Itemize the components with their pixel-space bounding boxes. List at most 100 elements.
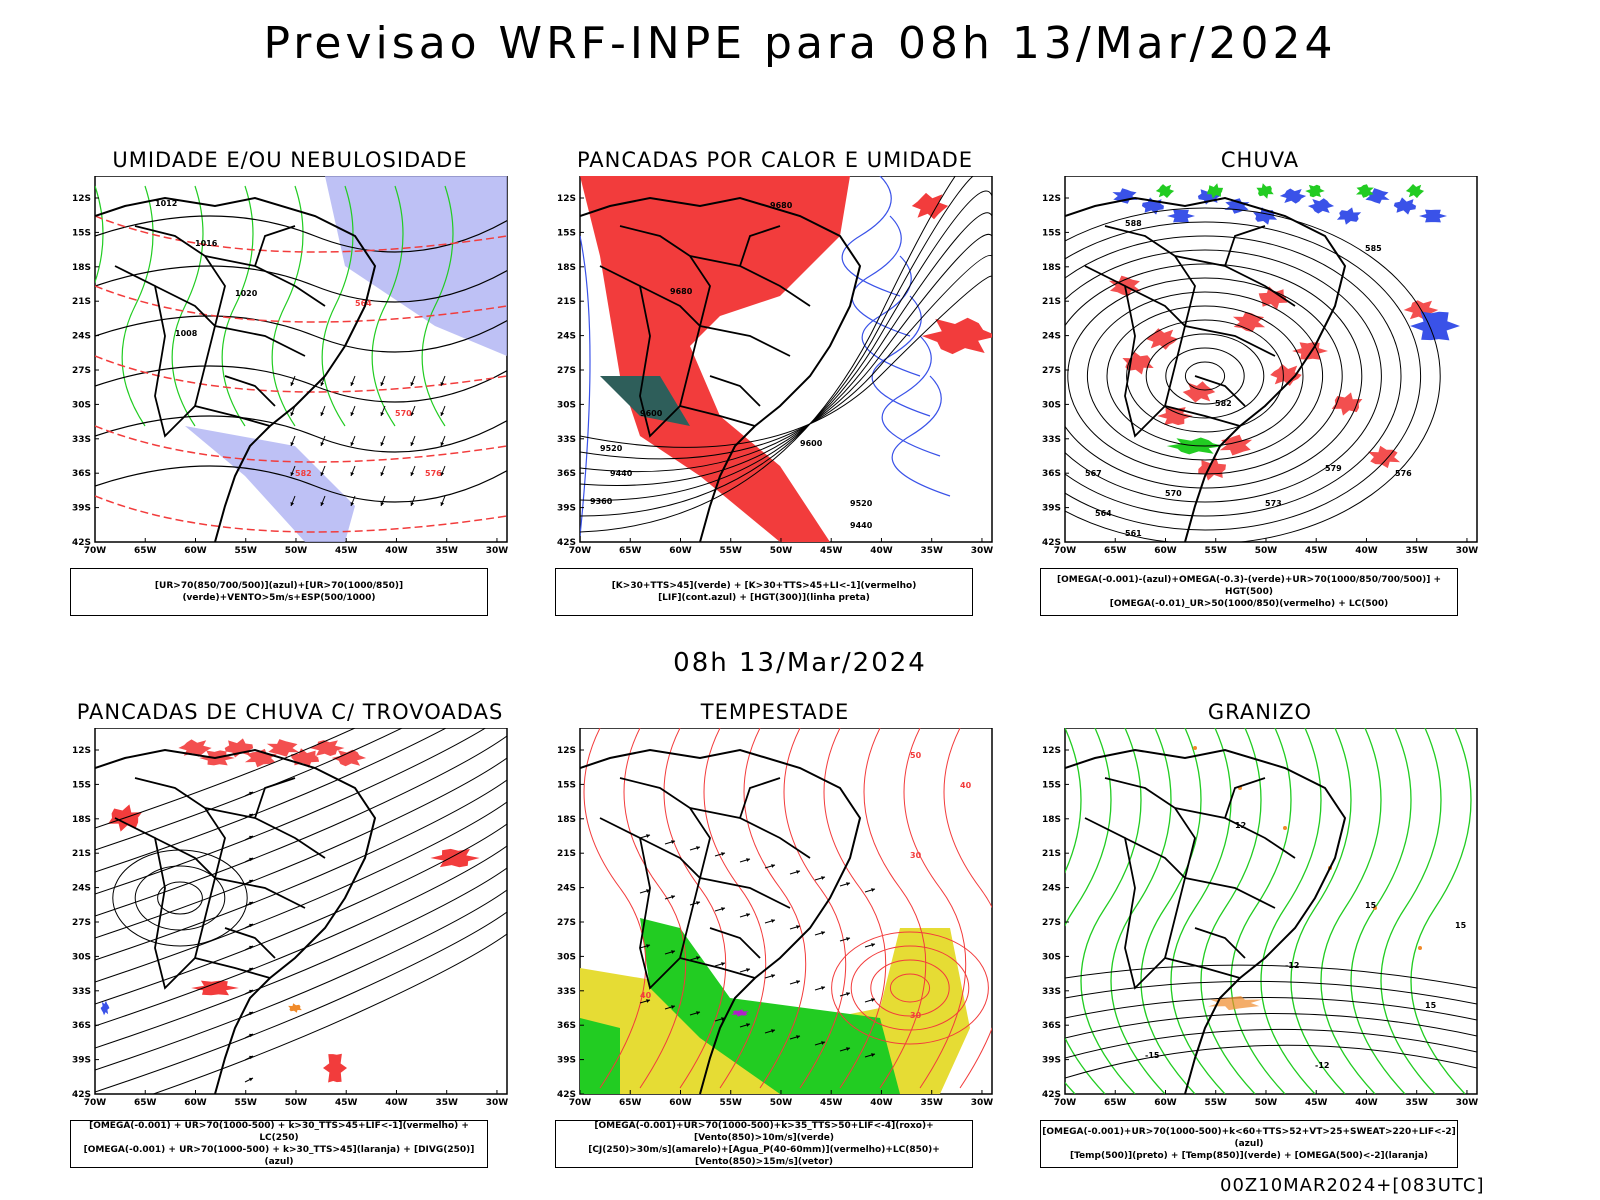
wind-vector — [410, 502, 415, 506]
lat-tick-label: 12S — [557, 746, 576, 756]
lon-tick-label: 55W — [1205, 1098, 1228, 1108]
omega-green-area — [1256, 183, 1274, 199]
thunderstorm-area — [430, 848, 480, 868]
wind-vector — [410, 442, 415, 446]
thickness-line — [95, 355, 507, 393]
legend-umidade: [UR>70(850/700/500)](azul)+[UR>70(1000/8… — [70, 568, 488, 616]
lat-tick-label: 36S — [72, 1021, 91, 1031]
legend-line: [OMEGA(-0.01)_UR>50(1000/850)(vermelho) … — [1109, 599, 1389, 609]
lon-tick-label: 50W — [770, 546, 793, 556]
instability-area — [911, 192, 949, 220]
isoline-label: 40 — [640, 991, 652, 1000]
panel-pancadas-calor: PANCADAS POR CALOR E UMIDADE 9680 9680 960… — [540, 148, 1010, 618]
lon-tick-label: 55W — [720, 546, 743, 556]
wind-vector — [721, 852, 725, 856]
lc850-contour — [783, 728, 847, 1089]
isoline-label: 30 — [910, 1011, 922, 1020]
political-border — [699, 877, 791, 909]
political-border — [1224, 777, 1266, 819]
lat-tick-label: 42S — [1042, 1090, 1061, 1100]
wind-vector — [746, 1023, 750, 1027]
map-content: 40 30 50 40 30 — [580, 728, 992, 1094]
lon-tick-label: 70W — [1054, 1098, 1077, 1108]
temp500-contour — [1065, 1013, 1477, 1039]
divergence-area — [100, 1000, 110, 1016]
panel-trovoadas: PANCADAS DE CHUVA C/ TROVOADAS 12S 15S 18S… — [55, 700, 525, 1170]
rain-red-area — [1182, 381, 1216, 403]
lon-tick-label: 30W — [971, 546, 994, 556]
political-border — [1184, 325, 1276, 357]
lat-tick-label: 36S — [1042, 1021, 1061, 1031]
omega500-dot — [1418, 946, 1422, 950]
political-border — [739, 225, 781, 267]
wind-vector — [721, 962, 725, 966]
isoline-label: 1020 — [235, 289, 258, 298]
lat-tick-label: 42S — [557, 1090, 576, 1100]
legend-trovoadas: [OMEGA(-0.001) + UR>70(1000-500) + k>30_… — [70, 1120, 488, 1168]
lat-tick-label: 36S — [557, 1021, 576, 1031]
omega-green-area — [1405, 184, 1425, 199]
rain-red-area — [1219, 434, 1253, 456]
lat-tick-label: 21S — [557, 297, 576, 307]
lat-tick-label: 36S — [72, 469, 91, 479]
legend-granizo: [OMEGA(-0.001)+UR>70(1000-500)+k<60+TTS>… — [1040, 1120, 1458, 1168]
lat-tick-label: 12S — [72, 746, 91, 756]
panel-tempestade: TEMPESTADE 40 30 50 40 30 12S 15S 18S 21S 24S 27S 3… — [540, 700, 1010, 1170]
lon-tick-label: 45W — [335, 1098, 358, 1108]
lc250-streamline — [95, 728, 448, 873]
political-border — [709, 927, 761, 959]
lc250-streamline — [95, 757, 507, 939]
temp500-contour — [1065, 1044, 1477, 1079]
omega-blue-area — [1419, 209, 1447, 223]
temp850-contour — [1110, 728, 1172, 1094]
lat-tick-label: 33S — [1042, 987, 1061, 997]
hgt500-contour — [1145, 333, 1265, 419]
green-isoline — [371, 185, 404, 427]
hgt-label: 9360 — [590, 497, 613, 506]
lc250-streamline — [95, 735, 507, 917]
lat-tick-label: 39S — [557, 504, 576, 514]
lon-tick-label: 35W — [920, 1098, 943, 1108]
lc850-contour — [863, 728, 927, 1089]
lc250-streamline — [95, 867, 507, 1049]
lc250-streamline — [95, 779, 507, 961]
political-border — [739, 777, 781, 819]
lat-tick-label: 18S — [557, 815, 576, 825]
wind-vector — [871, 943, 875, 947]
wind-vector — [380, 412, 385, 416]
lon-tick-label: 65W — [1104, 546, 1127, 556]
political-border — [1124, 837, 1186, 879]
lon-tick-label: 65W — [134, 1098, 157, 1108]
green-isoline — [271, 185, 304, 427]
precipitable-water-contour — [850, 945, 970, 1031]
temp850-contour — [1410, 728, 1472, 1094]
political-border — [254, 225, 296, 267]
page-title: Previsao WRF-INPE para 08h 13/Mar/2024 — [263, 18, 1337, 69]
lon-tick-label: 30W — [486, 1098, 509, 1108]
isotherm-label: -12 — [1315, 1061, 1329, 1070]
legend-line: [OMEGA(-0.001) + UR>70(1000-500) + k>30_… — [83, 1145, 475, 1167]
coastline — [1065, 196, 1347, 542]
lat-tick-label: 18S — [557, 263, 576, 273]
map-content: 588 585 582 579 576 573 570 567 564 561 — [1065, 183, 1460, 542]
lc850-contour — [703, 728, 767, 1089]
rain-red-area — [1367, 445, 1401, 469]
lifted-index-contour — [881, 335, 941, 457]
hgt300-contour — [580, 190, 992, 501]
political-border — [214, 877, 306, 909]
pressure-isobar — [95, 465, 507, 503]
political-border — [1174, 255, 1296, 307]
legend-line: [OMEGA(-0.001)+UR>70(1000-500)+k>35_TTS>… — [594, 1121, 934, 1143]
panel-title: PANCADAS DE CHUVA C/ TROVOADAS — [76, 700, 504, 724]
lon-tick-label: 60W — [184, 546, 207, 556]
political-border — [134, 777, 226, 959]
lat-tick-label: 18S — [72, 815, 91, 825]
lon-tick-label: 70W — [84, 546, 107, 556]
lat-tick-label: 33S — [72, 435, 91, 445]
lon-tick-label: 65W — [619, 1098, 642, 1108]
omega-blue-area — [1410, 311, 1460, 341]
hgt300-contour — [580, 176, 992, 517]
lat-tick-label: 24S — [72, 332, 91, 342]
wind-vector — [410, 382, 415, 386]
